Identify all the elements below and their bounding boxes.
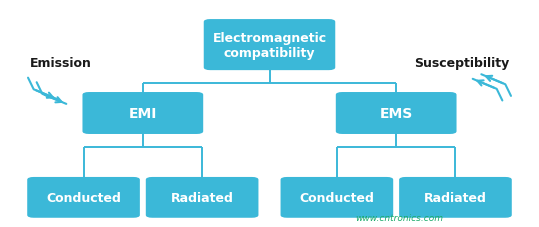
Text: Electromagnetic
compatibility: Electromagnetic compatibility [212, 32, 327, 59]
FancyBboxPatch shape [399, 177, 512, 218]
Text: EMS: EMS [379, 106, 413, 121]
FancyBboxPatch shape [336, 93, 457, 134]
FancyBboxPatch shape [146, 177, 259, 218]
FancyBboxPatch shape [204, 20, 335, 71]
Text: Radiated: Radiated [171, 191, 233, 204]
FancyBboxPatch shape [82, 93, 203, 134]
FancyBboxPatch shape [27, 177, 140, 218]
Text: Emission: Emission [30, 57, 92, 70]
Text: Susceptibility: Susceptibility [414, 57, 509, 70]
Text: Conducted: Conducted [46, 191, 121, 204]
Text: Radiated: Radiated [424, 191, 487, 204]
Text: www.cntronics.com: www.cntronics.com [355, 214, 443, 222]
Text: EMI: EMI [129, 106, 157, 121]
Text: Conducted: Conducted [300, 191, 374, 204]
FancyBboxPatch shape [280, 177, 393, 218]
